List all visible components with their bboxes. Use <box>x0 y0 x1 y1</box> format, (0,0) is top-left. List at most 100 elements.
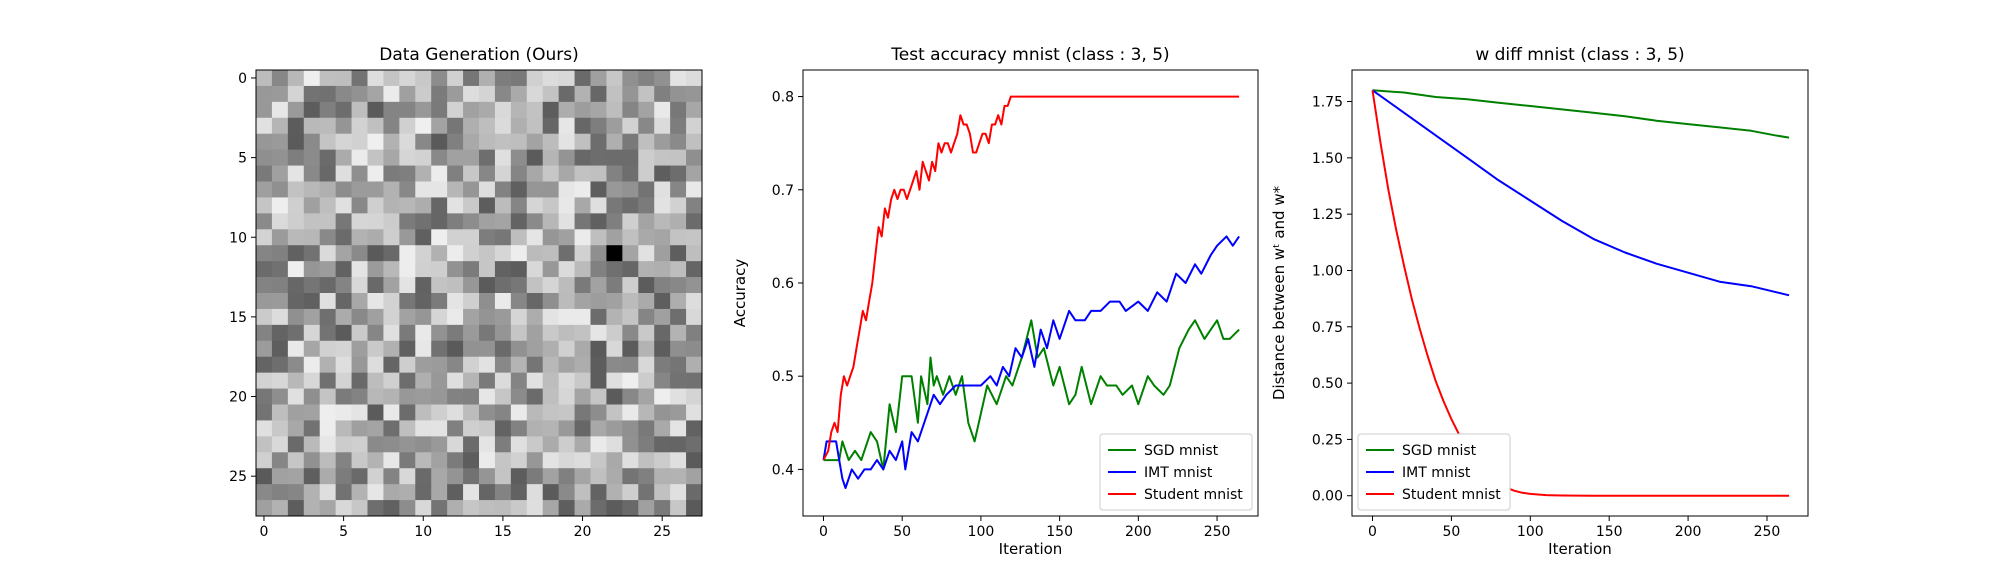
heatmap-cell <box>367 293 384 310</box>
heatmap-cell <box>479 181 496 198</box>
heatmap-cell <box>367 372 384 389</box>
heatmap-cell <box>367 356 384 374</box>
heatmap-cell <box>303 229 321 246</box>
heatmap-cell <box>654 181 671 198</box>
heatmap-cell <box>463 468 480 485</box>
heatmap-cell <box>590 277 607 294</box>
heatmap-cell <box>367 261 384 278</box>
heatmap-cell <box>558 484 575 501</box>
heatmap-cell <box>415 436 432 453</box>
heatmap-cell <box>415 261 432 278</box>
heatmap-cell <box>303 308 321 326</box>
heatmap-cell <box>415 340 432 358</box>
heatmap-cell <box>670 149 687 166</box>
heatmap-cell <box>574 70 591 87</box>
heatmap-cell <box>510 229 528 246</box>
heatmap-cell <box>654 436 671 453</box>
heatmap-cell <box>479 500 496 517</box>
heatmap-cell <box>494 308 512 326</box>
heatmap-cell <box>383 293 400 310</box>
heatmap-cell <box>351 101 368 119</box>
heatmap-cell <box>510 500 528 517</box>
heatmap-cell <box>590 372 607 389</box>
heatmap-cell <box>654 101 671 119</box>
chart-title: Test accuracy mnist (class : 3, 5) <box>890 45 1169 65</box>
heatmap-cell <box>319 293 337 310</box>
heatmap-cell <box>526 261 544 278</box>
heatmap-cell <box>383 324 400 342</box>
heatmap-cell <box>287 70 305 87</box>
heatmap-cell <box>383 356 400 374</box>
heatmap-cell <box>287 340 305 358</box>
heatmap-cell <box>303 388 321 405</box>
heatmap-cell <box>463 293 480 310</box>
heatmap-cell <box>686 101 703 119</box>
heatmap-cell <box>622 436 639 453</box>
heatmap-cell <box>558 324 575 342</box>
heatmap-cell <box>287 229 305 246</box>
heatmap-cell <box>415 213 432 230</box>
heatmap-cell <box>654 165 671 182</box>
heatmap-cell <box>463 388 480 405</box>
heatmap-cell <box>256 277 273 294</box>
heatmap-cell <box>574 388 591 405</box>
heatmap-cell <box>686 372 703 389</box>
heatmap-cell <box>606 500 623 517</box>
heatmap-cell <box>271 340 289 358</box>
heatmap-cell <box>574 133 591 151</box>
heatmap-cell <box>319 245 337 262</box>
heatmap-cell <box>431 356 448 374</box>
heatmap-cell <box>335 404 352 421</box>
legend-label: SGD mnist <box>1402 443 1477 459</box>
heatmap-cell <box>622 388 639 405</box>
heatmap-cell <box>399 101 416 119</box>
legend-box <box>1357 433 1511 511</box>
heatmap-cell <box>447 500 464 517</box>
heatmap-cell <box>574 101 591 119</box>
heatmap-cell <box>383 181 400 198</box>
heatmap-cell <box>399 277 416 294</box>
x-tick-label: 100 <box>968 524 995 540</box>
heatmap-cell <box>303 293 321 310</box>
heatmap-cell <box>256 85 273 103</box>
heatmap-cell <box>287 452 305 469</box>
heatmap-cell <box>463 181 480 198</box>
heatmap-cell <box>399 165 416 182</box>
heatmap-cell <box>335 181 352 198</box>
heatmap-cell <box>574 356 591 374</box>
heatmap-cell <box>526 436 544 453</box>
heatmap-cell <box>622 484 639 501</box>
heatmap-cell <box>399 340 416 358</box>
heatmap-cell <box>399 133 416 151</box>
heatmap-cell <box>415 165 432 182</box>
heatmap-cell <box>271 229 289 246</box>
chart-title: Data Generation (Ours) <box>379 45 579 65</box>
heatmap-cell <box>319 356 337 374</box>
heatmap-cell <box>574 468 591 485</box>
heatmap-cell <box>606 149 623 166</box>
heatmap-cell <box>271 165 289 182</box>
heatmap-cell <box>494 101 512 119</box>
heatmap-cell <box>558 213 575 230</box>
heatmap-cell <box>383 404 400 421</box>
heatmap-cell <box>399 356 416 374</box>
legend-box <box>1099 433 1253 511</box>
heatmap-cell <box>622 340 639 358</box>
heatmap-cell <box>303 261 321 278</box>
heatmap-cell <box>335 213 352 230</box>
heatmap-cell <box>319 277 337 294</box>
heatmap-cell <box>256 149 273 166</box>
heatmap-cell <box>463 133 480 151</box>
heatmap-cell <box>431 133 448 151</box>
heatmap-cell <box>431 277 448 294</box>
heatmap-cell <box>494 356 512 374</box>
heatmap-cell <box>686 213 703 230</box>
y-tick-label: 1.75 <box>1312 95 1343 111</box>
heatmap-cell <box>526 356 544 374</box>
heatmap-cell <box>526 404 544 421</box>
heatmap-cell <box>670 229 687 246</box>
heatmap-cell <box>399 229 416 246</box>
heatmap-cell <box>431 261 448 278</box>
heatmap-cell <box>479 324 496 342</box>
heatmap-cell <box>383 468 400 485</box>
